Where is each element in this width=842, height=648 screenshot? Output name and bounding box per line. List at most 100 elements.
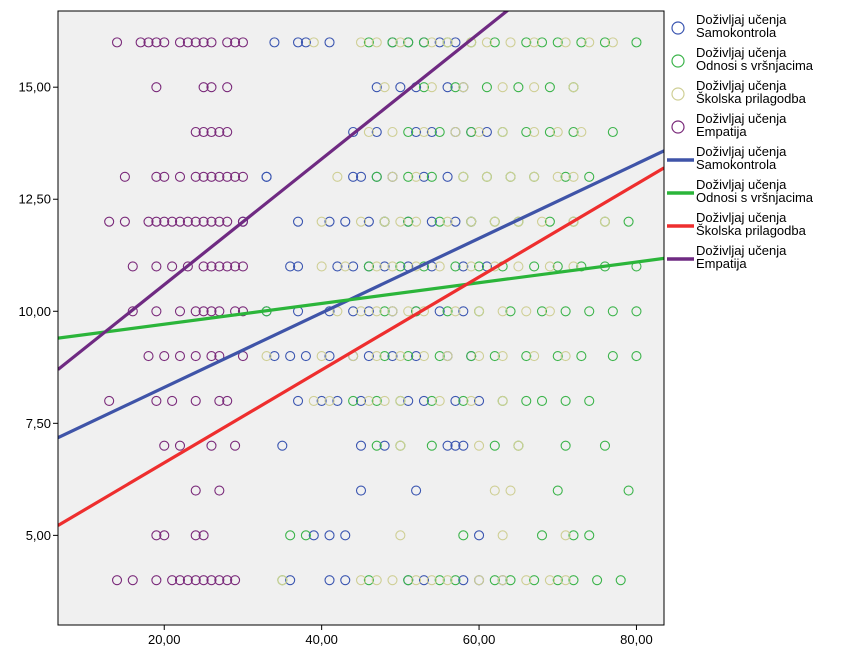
data-point	[332, 395, 343, 406]
data-point	[151, 37, 162, 48]
data-point	[442, 306, 453, 317]
data-point	[466, 261, 477, 272]
data-point	[119, 216, 130, 227]
data-point	[442, 37, 453, 48]
data-point	[481, 82, 492, 93]
data-point	[340, 575, 351, 586]
data-point	[214, 216, 225, 227]
data-point	[536, 530, 548, 541]
data-point	[222, 395, 233, 406]
data-point	[292, 395, 304, 406]
data-point	[292, 37, 304, 48]
data-point	[379, 440, 390, 451]
legend-marker	[671, 21, 685, 35]
data-point	[395, 261, 406, 272]
data-point	[355, 395, 367, 406]
data-point	[285, 261, 296, 272]
data-point	[466, 395, 477, 406]
data-point	[222, 126, 233, 138]
data-point	[544, 216, 555, 227]
data-point	[599, 37, 611, 48]
data-point	[206, 440, 217, 451]
data-point	[340, 261, 351, 272]
data-point	[159, 37, 170, 48]
data-point	[214, 485, 225, 496]
data-point	[167, 216, 178, 227]
data-point	[371, 126, 382, 138]
data-point	[497, 530, 508, 541]
data-point	[151, 395, 162, 406]
data-point	[505, 575, 516, 586]
data-point	[230, 440, 241, 451]
data-point	[379, 82, 390, 93]
data-point	[198, 216, 209, 227]
data-point	[387, 261, 398, 272]
data-point	[568, 216, 579, 227]
data-point	[300, 37, 311, 48]
data-point	[167, 261, 178, 272]
data-point	[190, 530, 201, 541]
data-point	[560, 37, 571, 48]
data-point	[529, 575, 540, 586]
data-point	[426, 575, 437, 586]
data-point	[379, 216, 390, 227]
data-point	[395, 82, 406, 93]
data-point	[568, 530, 579, 541]
data-point	[395, 440, 406, 451]
data-point	[363, 37, 374, 48]
data-point	[473, 575, 485, 586]
data-point	[418, 575, 430, 586]
data-point	[568, 171, 579, 182]
data-point	[466, 351, 477, 362]
data-point	[450, 575, 461, 586]
data-point	[332, 171, 343, 182]
data-point	[418, 171, 430, 182]
data-point	[355, 440, 367, 451]
data-point	[497, 82, 508, 93]
data-point	[434, 37, 445, 48]
data-point	[560, 530, 571, 541]
data-point	[269, 351, 280, 362]
data-point	[143, 351, 154, 362]
data-point	[348, 171, 359, 182]
data-point	[198, 126, 209, 138]
data-point	[190, 351, 201, 362]
data-point	[544, 575, 555, 586]
data-point	[403, 171, 414, 182]
data-point	[174, 171, 186, 182]
legend-label: Doživljaj učenja	[696, 210, 787, 225]
data-point	[552, 575, 563, 586]
data-point	[214, 575, 225, 586]
data-point	[308, 395, 319, 406]
data-point	[324, 530, 335, 541]
data-point	[292, 261, 304, 272]
data-point	[426, 395, 437, 406]
data-point	[521, 395, 532, 406]
data-point	[529, 37, 540, 48]
data-point	[324, 216, 335, 227]
data-point	[584, 530, 595, 541]
data-point	[111, 575, 123, 586]
data-point	[466, 216, 477, 227]
data-point	[371, 351, 382, 362]
legend-marker	[671, 120, 685, 134]
data-point	[426, 37, 437, 48]
data-point	[379, 261, 390, 272]
data-point	[576, 37, 587, 48]
data-point	[450, 395, 461, 406]
plot-frame	[57, 10, 665, 626]
data-point	[206, 82, 217, 93]
data-point	[324, 351, 335, 362]
data-point	[552, 485, 563, 496]
data-point	[411, 126, 422, 138]
data-point	[167, 395, 178, 406]
data-point	[371, 171, 382, 182]
data-point	[167, 575, 178, 586]
data-point	[190, 395, 201, 406]
data-point	[552, 37, 563, 48]
data-point	[159, 351, 170, 362]
